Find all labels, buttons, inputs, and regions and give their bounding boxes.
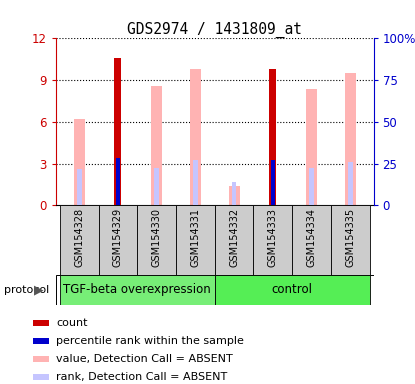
Bar	[33, 338, 49, 344]
Bar	[116, 158, 120, 205]
Bar	[292, 205, 331, 275]
Text: GSM154328: GSM154328	[74, 207, 84, 266]
Bar	[331, 205, 370, 275]
Text: value, Detection Call = ABSENT: value, Detection Call = ABSENT	[56, 354, 233, 364]
Bar	[60, 275, 215, 305]
Bar	[215, 275, 370, 305]
Text: GSM154329: GSM154329	[113, 207, 123, 266]
Bar	[176, 205, 215, 275]
Bar	[232, 182, 237, 205]
Bar	[348, 162, 353, 205]
Bar	[190, 69, 201, 205]
Text: percentile rank within the sample: percentile rank within the sample	[56, 336, 244, 346]
Bar	[77, 169, 82, 205]
Bar	[60, 205, 99, 275]
Bar	[154, 168, 159, 205]
Text: GSM154335: GSM154335	[345, 207, 355, 266]
Bar	[151, 86, 162, 205]
Title: GDS2974 / 1431809_at: GDS2974 / 1431809_at	[127, 22, 302, 38]
Bar	[254, 205, 292, 275]
Bar	[193, 159, 198, 205]
Text: rank, Detection Call = ABSENT: rank, Detection Call = ABSENT	[56, 372, 227, 382]
Bar	[309, 168, 314, 205]
Text: GSM154333: GSM154333	[268, 207, 278, 266]
Text: protocol: protocol	[4, 285, 49, 295]
Text: GSM154331: GSM154331	[190, 207, 200, 266]
Bar	[115, 58, 122, 205]
Bar	[271, 159, 275, 205]
Bar	[345, 73, 356, 205]
Text: GSM154334: GSM154334	[307, 207, 317, 266]
Bar	[33, 374, 49, 379]
Bar	[99, 205, 137, 275]
Bar	[74, 119, 85, 205]
Text: TGF-beta overexpression: TGF-beta overexpression	[63, 283, 211, 296]
Text: count: count	[56, 318, 88, 328]
Bar	[215, 205, 254, 275]
Bar	[137, 205, 176, 275]
Bar	[229, 186, 239, 205]
Text: control: control	[272, 283, 312, 296]
Text: GSM154332: GSM154332	[229, 207, 239, 266]
Text: ▶: ▶	[34, 283, 44, 296]
Bar	[33, 356, 49, 362]
Bar	[33, 320, 49, 326]
Bar	[269, 69, 276, 205]
Text: GSM154330: GSM154330	[152, 207, 162, 266]
Bar	[306, 88, 317, 205]
